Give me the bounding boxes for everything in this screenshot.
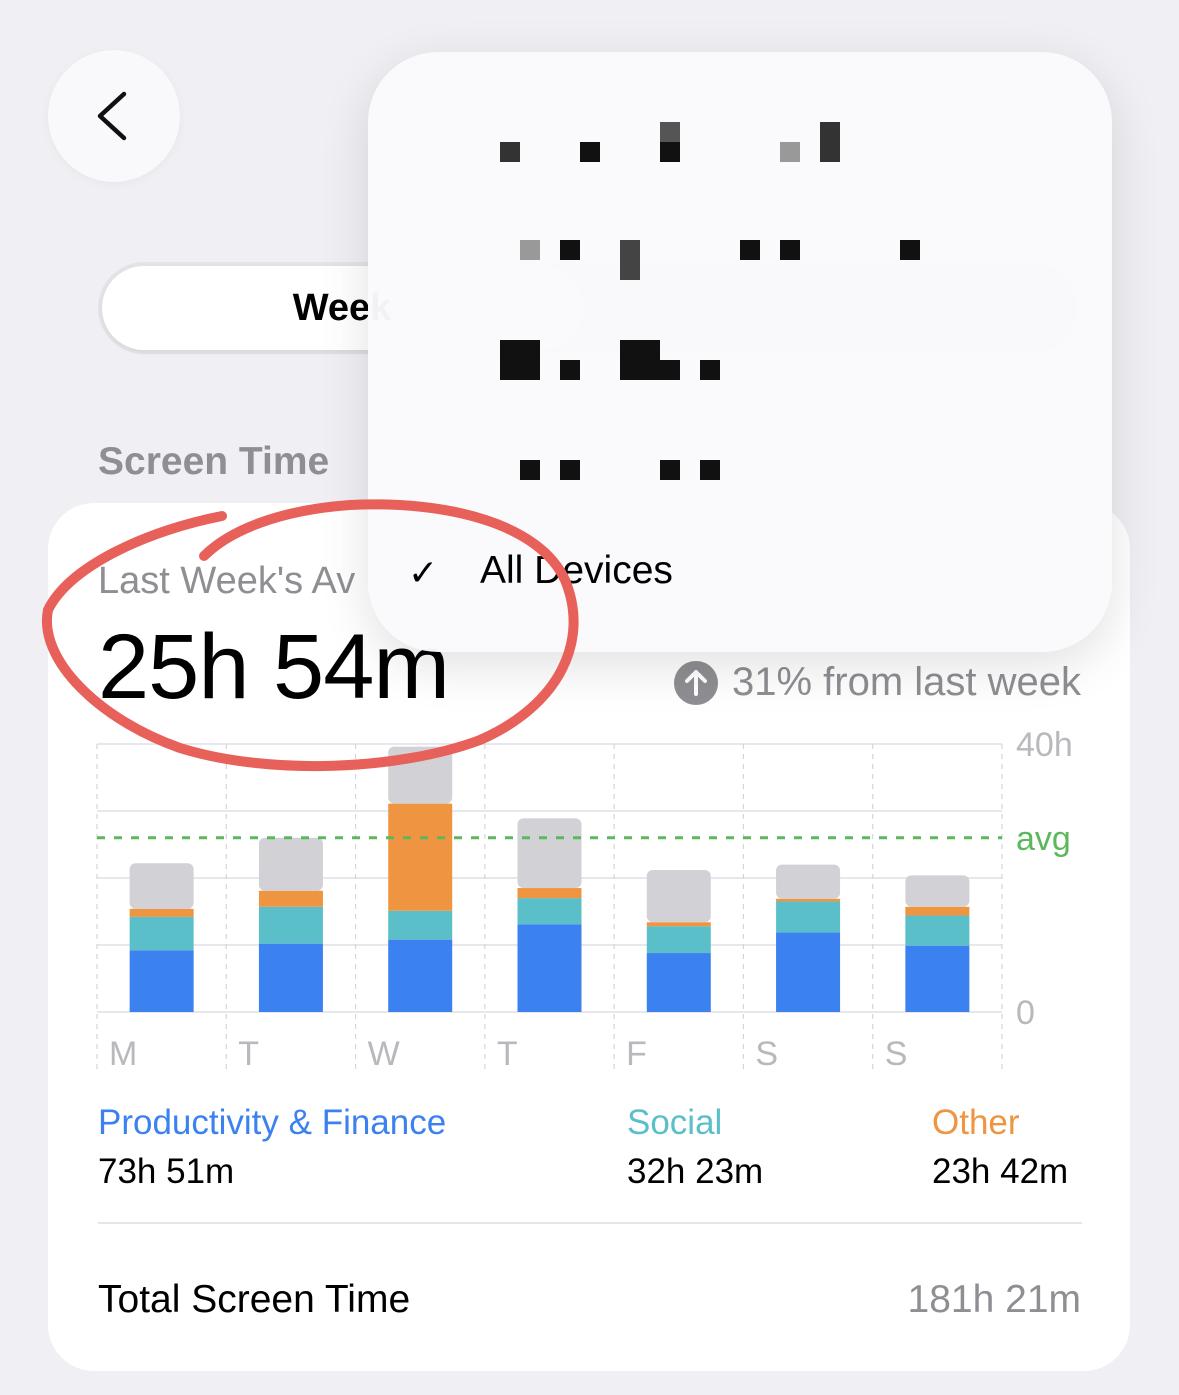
average-label: avg [1016, 820, 1071, 858]
bar-segment [517, 924, 582, 1012]
y-tick-label: 0 [1016, 994, 1035, 1032]
bar-segment [905, 906, 970, 916]
bar-segment [776, 864, 841, 899]
legend-social-value: 32h 23m [627, 1152, 764, 1191]
legend-social-label: Social [627, 1103, 723, 1142]
bar-segment [905, 945, 970, 1012]
trend-text: 31% from last week [731, 660, 1081, 704]
bar-segment [388, 910, 453, 940]
bar-segment [258, 906, 323, 944]
x-tick-label: M [109, 1035, 137, 1073]
bar-segment [388, 939, 453, 1012]
total-screen-time-label: Total Screen Time [98, 1278, 411, 1321]
bar-segment [776, 901, 841, 933]
legend-productivity-value: 73h 51m [98, 1152, 235, 1191]
bar-segment [905, 875, 970, 907]
arrow-up-circle-icon [673, 660, 718, 705]
legend-other-value: 23h 42m [932, 1152, 1069, 1191]
x-tick-label: F [626, 1035, 647, 1073]
bar-segment [258, 943, 323, 1012]
bar-segment [129, 863, 194, 909]
device-menu-label: All Devices [480, 549, 673, 592]
legend-other-label: Other [932, 1103, 1020, 1142]
back-button[interactable] [48, 50, 180, 182]
bar-segment [517, 888, 582, 899]
device-menu-item-redacted[interactable] [480, 340, 720, 390]
chevron-left-icon [97, 91, 127, 141]
bar-segment [646, 953, 711, 1012]
bar-segment [646, 869, 711, 923]
bar-segment [646, 922, 711, 927]
bar-segment [129, 908, 194, 917]
device-menu-item-redacted[interactable] [480, 240, 920, 290]
bar-segment [776, 898, 841, 902]
bar-segment [517, 818, 582, 889]
device-menu-item-redacted[interactable] [480, 460, 720, 510]
bar-segment [388, 803, 453, 911]
trend-indicator: 31% from last week [673, 660, 1081, 705]
x-tick-label: S [885, 1035, 908, 1073]
x-tick-label: T [238, 1035, 259, 1073]
legend-productivity-label: Productivity & Finance [98, 1103, 447, 1142]
y-tick-label: 40h [1016, 726, 1073, 764]
bar-segment [129, 950, 194, 1012]
x-tick-label: W [368, 1035, 400, 1073]
x-tick-label: S [755, 1035, 778, 1073]
x-tick-label: T [497, 1035, 518, 1073]
total-screen-time-value: 181h 21m [907, 1278, 1081, 1321]
device-menu: ✓ All Devices [368, 52, 1112, 652]
bar-segment [776, 932, 841, 1012]
bar-segment [517, 898, 582, 925]
bar-segment [129, 916, 194, 951]
bar-segment [258, 890, 323, 907]
checkmark-icon: ✓ [408, 552, 439, 593]
divider [98, 1222, 1082, 1224]
bar-segment [905, 915, 970, 946]
bar-segment [388, 746, 453, 804]
bar-segment [646, 926, 711, 954]
bar-segment [258, 837, 323, 891]
device-menu-item-redacted[interactable] [480, 120, 840, 170]
section-title: Screen Time [98, 440, 330, 483]
